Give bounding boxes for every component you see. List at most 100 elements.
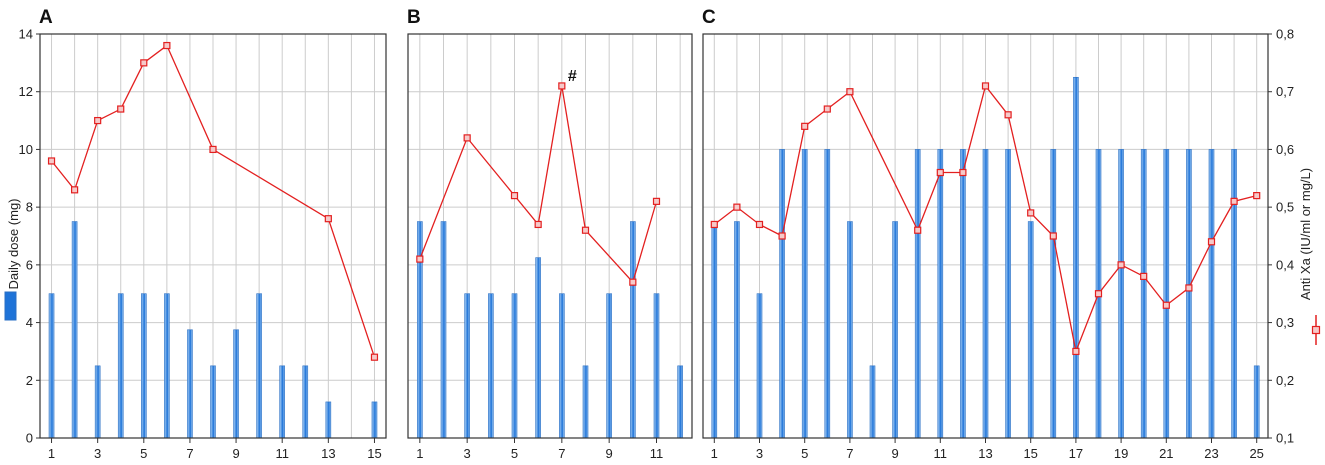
x-tick-label: 7 — [846, 446, 853, 461]
left-tick-label: 0 — [26, 431, 33, 446]
panel-frame — [407, 33, 693, 439]
right-axis-label: Anti Xa (IU/ml or mg/L) — [1298, 168, 1313, 300]
anti-xa-point — [936, 168, 944, 177]
x-tick-label: 3 — [94, 446, 101, 461]
x-tick-label: 7 — [186, 446, 193, 461]
x-tick-label: 3 — [756, 446, 763, 461]
bar — [892, 221, 898, 439]
anti-xa-point — [1072, 347, 1080, 356]
bar — [1140, 149, 1147, 439]
anti-xa-point — [801, 122, 809, 130]
x-tick-label: 9 — [891, 446, 898, 461]
right-tick-label: 0,3 — [1276, 315, 1294, 330]
anti-xa-point — [558, 82, 566, 90]
bar — [210, 365, 216, 439]
anti-xa-point — [1162, 301, 1170, 309]
bar — [582, 365, 589, 439]
bar — [464, 293, 470, 439]
bar — [606, 293, 612, 439]
bar — [511, 293, 518, 439]
x-tick-label: 5 — [140, 446, 147, 461]
bar — [982, 149, 989, 439]
anti-xa-point — [1027, 209, 1035, 217]
x-tick-label: 9 — [232, 446, 239, 461]
bar — [779, 149, 785, 439]
bar — [94, 365, 101, 439]
x-tick-label: 9 — [606, 446, 613, 461]
anti-xa-point — [710, 220, 718, 229]
anti-xa-point — [163, 41, 171, 50]
anti-xa-point — [370, 353, 379, 361]
anti-xa-point — [324, 215, 332, 223]
anti-xa-point — [733, 203, 741, 211]
anti-xa-point — [755, 220, 764, 229]
anti-xa-point — [1049, 232, 1057, 240]
bar — [141, 293, 147, 439]
anti-xa-point — [1207, 238, 1216, 246]
bar — [914, 149, 921, 439]
bar — [734, 221, 740, 439]
panel-label: B — [407, 7, 421, 28]
bar — [756, 293, 763, 439]
bar — [1005, 149, 1011, 439]
bar — [1073, 76, 1079, 439]
anti-xa-point — [463, 134, 471, 142]
bar — [1118, 149, 1124, 439]
bar — [440, 221, 447, 439]
anti-xa-point — [1253, 192, 1261, 200]
right-tick-label: 0,1 — [1276, 431, 1294, 446]
anti-xa-point — [914, 226, 922, 234]
bar — [869, 365, 876, 439]
bar — [325, 401, 332, 439]
bar — [653, 293, 660, 439]
bar — [1231, 149, 1237, 439]
left-tick-label: 4 — [26, 315, 33, 330]
right-tick-label: 0,2 — [1276, 373, 1294, 388]
legend-line-icon — [1311, 315, 1321, 345]
bar — [937, 149, 944, 439]
x-tick-label: 7 — [558, 446, 565, 461]
bar — [371, 401, 378, 439]
left-tick-label: 14 — [19, 27, 33, 42]
anti-xa-line — [419, 85, 658, 284]
bar — [279, 365, 286, 439]
x-tick-label: 19 — [1114, 446, 1128, 461]
x-tick-label: 25 — [1249, 446, 1263, 461]
right-tick-label: 0,5 — [1276, 200, 1294, 215]
bar — [488, 293, 494, 439]
anti-xa-point — [1230, 197, 1238, 205]
annotation: # — [568, 68, 577, 85]
bar — [559, 293, 565, 439]
x-tick-label: 23 — [1204, 446, 1218, 461]
anti-xa-point — [823, 105, 831, 113]
bar — [233, 329, 239, 439]
anti-xa-point — [959, 168, 967, 177]
anti-xa-point — [581, 226, 590, 234]
anti-xa-point — [846, 88, 854, 96]
bar — [824, 149, 831, 439]
right-tick-label: 0,4 — [1276, 257, 1294, 272]
anti-xa-point — [140, 59, 148, 67]
bar — [711, 221, 718, 439]
bar — [847, 221, 853, 439]
bar — [1208, 149, 1215, 439]
bar — [1027, 221, 1034, 439]
legend-bar-icon — [4, 291, 17, 321]
anti-xa-point — [1140, 272, 1148, 280]
bar — [117, 293, 124, 439]
right-tick-label: 0,7 — [1276, 84, 1294, 99]
anti-xa-point — [47, 157, 56, 165]
left-tick-label: 2 — [26, 373, 33, 388]
bar — [71, 221, 78, 439]
bar — [535, 257, 541, 439]
x-tick-label: 1 — [48, 446, 55, 461]
anti-xa-point — [981, 82, 990, 90]
bar — [187, 329, 193, 439]
right-tick-label: 0,6 — [1276, 142, 1294, 157]
left-axis-label: Daily dose (mg) — [6, 198, 21, 289]
bar — [302, 365, 309, 439]
x-tick-label: 5 — [511, 446, 518, 461]
bar — [960, 149, 966, 439]
bar — [677, 365, 683, 439]
x-tick-label: 5 — [801, 446, 808, 461]
